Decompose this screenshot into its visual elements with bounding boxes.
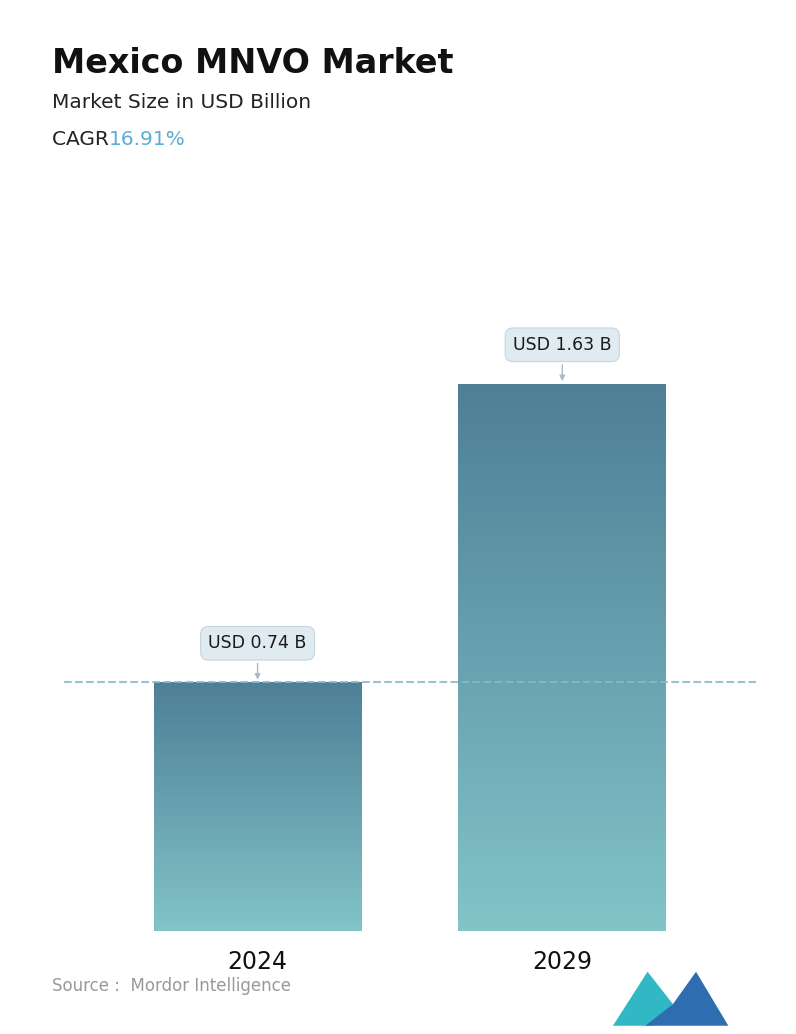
Text: Mexico MNVO Market: Mexico MNVO Market	[52, 47, 453, 80]
Text: USD 0.74 B: USD 0.74 B	[209, 634, 306, 678]
Text: USD 1.63 B: USD 1.63 B	[513, 336, 611, 379]
Text: 16.91%: 16.91%	[109, 130, 185, 149]
Polygon shape	[646, 972, 728, 1026]
Text: CAGR: CAGR	[52, 130, 115, 149]
Polygon shape	[613, 972, 673, 1026]
Text: Market Size in USD Billion: Market Size in USD Billion	[52, 93, 311, 112]
Text: Source :  Mordor Intelligence: Source : Mordor Intelligence	[52, 977, 291, 995]
